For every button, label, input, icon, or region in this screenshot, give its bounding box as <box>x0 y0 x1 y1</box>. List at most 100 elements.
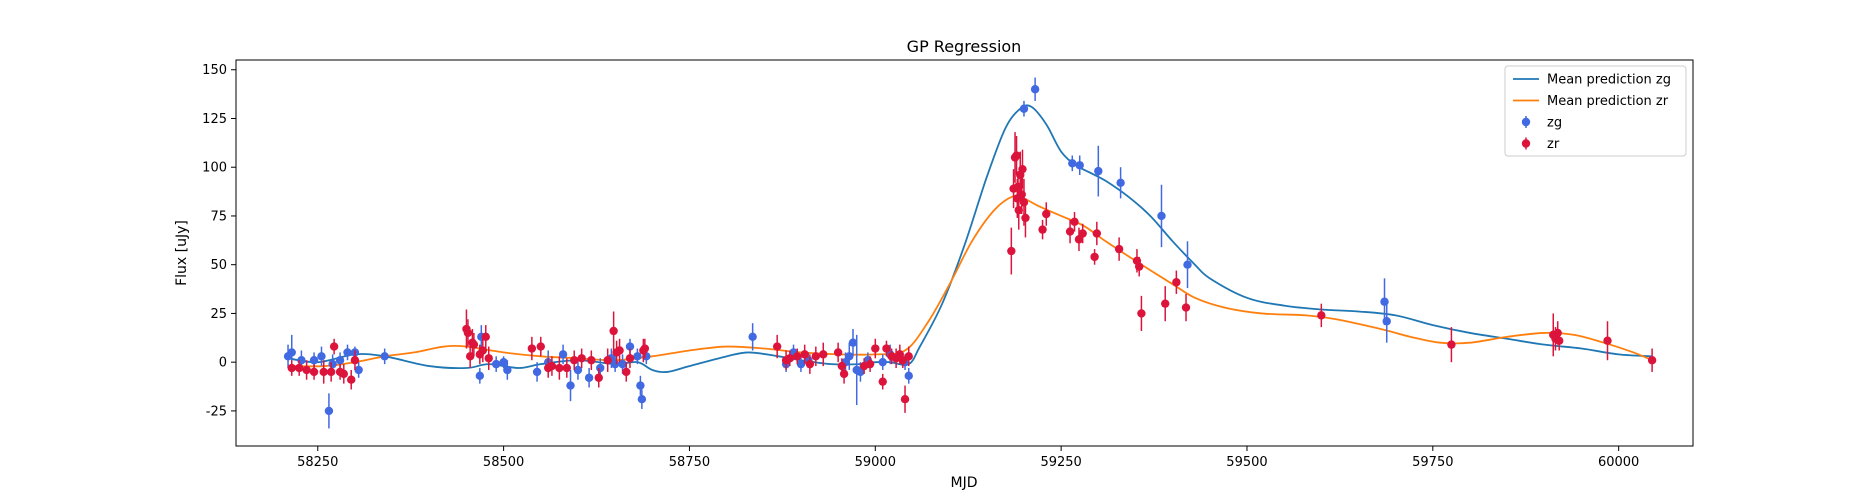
legend-label: zg <box>1547 116 1562 131</box>
data-point <box>317 352 326 361</box>
series-line-mean-prediction-zr <box>288 194 1653 368</box>
data-point <box>796 359 806 369</box>
data-point <box>1134 262 1144 271</box>
x-tick-label: 58500 <box>483 455 524 470</box>
measurement-points <box>283 77 1657 429</box>
data-point <box>819 350 828 359</box>
data-point <box>354 365 363 375</box>
data-point <box>547 361 557 371</box>
legend-label: Mean prediction zg <box>1547 73 1671 88</box>
data-point <box>833 348 843 357</box>
data-point <box>1078 229 1087 238</box>
x-tick-label: 58750 <box>669 455 710 470</box>
y-tick-label: 50 <box>210 258 227 273</box>
legend-label: Mean prediction zr <box>1547 94 1669 109</box>
y-tick-label: -25 <box>206 404 227 419</box>
data-point <box>326 367 336 377</box>
x-tick-label: 58250 <box>297 455 338 470</box>
data-point <box>594 373 603 382</box>
data-point <box>865 359 875 369</box>
data-point <box>1157 211 1166 221</box>
data-point <box>615 346 624 355</box>
data-point <box>596 363 605 373</box>
data-point <box>302 365 311 375</box>
data-point <box>484 354 493 363</box>
data-point <box>609 326 618 336</box>
data-point <box>1554 336 1564 345</box>
data-point <box>573 365 583 375</box>
data-point <box>1114 244 1124 254</box>
data-point <box>463 328 473 338</box>
data-point <box>640 344 650 353</box>
data-point <box>343 348 352 357</box>
legend: Mean prediction zg Mean prediction zr zg zr <box>1504 65 1687 157</box>
x-axis-label: MJD <box>951 475 978 491</box>
y-tick-label: 100 <box>202 161 227 176</box>
data-point <box>481 332 490 342</box>
data-point <box>309 356 319 365</box>
data-point <box>1070 217 1079 227</box>
data-point <box>287 348 296 357</box>
data-point <box>785 354 795 363</box>
data-point <box>1553 328 1562 338</box>
data-point <box>871 344 880 353</box>
data-point <box>637 395 647 404</box>
data-point <box>898 356 908 365</box>
data-point <box>1019 198 1029 207</box>
y-tick-label: 125 <box>202 112 227 127</box>
data-point <box>294 363 304 373</box>
data-point <box>748 332 757 342</box>
data-point <box>1092 229 1102 238</box>
y-tick-label: 75 <box>210 209 227 224</box>
data-point <box>527 344 537 353</box>
data-point <box>335 356 345 365</box>
data-point <box>845 352 854 361</box>
series-zr-points <box>287 132 1657 413</box>
x-axis-ticks: 58250 58500 58750 59000 59250 59500 59750 60000 <box>297 446 1639 470</box>
data-point <box>380 352 389 361</box>
data-point <box>610 359 620 369</box>
data-point <box>878 377 887 386</box>
data-point <box>566 381 575 390</box>
series-zg-points <box>283 77 1391 429</box>
data-point <box>839 369 849 379</box>
data-point <box>347 375 356 384</box>
data-point <box>329 342 339 351</box>
data-point <box>618 359 627 369</box>
y-axis-ticks: -25 0 25 50 75 100 125 150 <box>202 63 236 419</box>
data-point <box>1021 213 1030 223</box>
data-point <box>603 356 612 365</box>
data-point <box>499 357 508 367</box>
data-point <box>1075 161 1084 170</box>
data-point <box>562 363 571 373</box>
data-point <box>772 342 782 351</box>
data-point <box>1603 336 1612 345</box>
data-point <box>622 367 631 377</box>
x-tick-label: 60000 <box>1598 455 1639 470</box>
x-tick-label: 59000 <box>855 455 896 470</box>
axes-frame <box>235 59 1694 447</box>
data-point <box>1161 299 1170 308</box>
data-point <box>636 381 645 390</box>
data-point <box>793 352 802 361</box>
data-point <box>584 373 594 382</box>
data-point <box>1382 317 1391 326</box>
data-point <box>878 357 887 367</box>
data-point <box>625 354 635 363</box>
data-point <box>1065 227 1075 236</box>
data-point <box>339 369 348 379</box>
data-point <box>469 340 479 349</box>
data-point <box>309 367 319 377</box>
data-point <box>882 344 891 353</box>
data-point <box>1094 166 1103 176</box>
data-point <box>811 352 821 361</box>
data-point <box>1647 356 1657 365</box>
data-point <box>848 338 858 347</box>
data-point <box>633 352 642 361</box>
data-point <box>900 395 910 404</box>
y-tick-label: 25 <box>210 307 227 322</box>
data-point <box>536 342 545 351</box>
data-point <box>1137 309 1146 318</box>
y-tick-label: 150 <box>202 63 227 78</box>
data-point <box>1181 303 1191 312</box>
